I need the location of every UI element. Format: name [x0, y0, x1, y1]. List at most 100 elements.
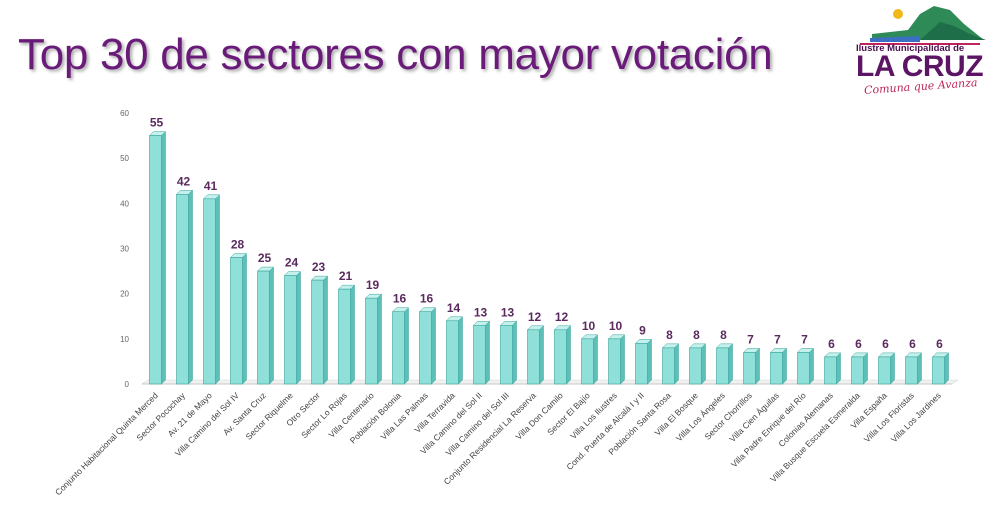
bar	[905, 356, 918, 385]
bar-value-label: 6	[828, 337, 835, 351]
bar	[608, 338, 621, 385]
bar-value-label: 42	[177, 174, 191, 188]
bar	[446, 320, 459, 385]
bar	[662, 347, 675, 385]
bar-value-label: 12	[528, 310, 542, 324]
bar	[257, 270, 270, 385]
logo-main-text: LA CRUZ	[856, 50, 984, 83]
category-label: Villa Las Palmas	[379, 390, 430, 441]
bar-value-label: 24	[285, 256, 299, 270]
bar-value-label: 10	[609, 319, 623, 333]
bar-value-label: 19	[366, 278, 380, 292]
bar	[149, 135, 162, 385]
bar	[203, 198, 216, 385]
bar	[716, 347, 729, 385]
bar-value-label: 16	[420, 292, 434, 306]
bar	[797, 352, 810, 385]
bar-value-label: 28	[231, 238, 245, 252]
bar	[932, 356, 945, 385]
bar-side	[539, 325, 544, 385]
bar-value-label: 9	[639, 323, 646, 337]
bar-side	[458, 316, 463, 385]
bar-side	[512, 320, 517, 385]
bar-value-label: 16	[393, 292, 407, 306]
logo-landscape-icon	[860, 6, 986, 45]
bar	[581, 338, 594, 385]
bar-side	[728, 343, 733, 385]
bar	[878, 356, 891, 385]
bar-side	[404, 307, 409, 385]
bar-side	[755, 347, 760, 385]
bar-side	[836, 352, 841, 385]
bar-side	[485, 320, 490, 385]
bar-side	[620, 334, 625, 385]
bar	[419, 311, 432, 385]
bar-side	[377, 293, 382, 385]
bar-value-label: 7	[801, 332, 808, 346]
bar-value-label: 6	[909, 337, 916, 351]
y-tick-label: 60	[120, 109, 129, 118]
bar-value-label: 8	[666, 328, 673, 342]
bar-value-label: 12	[555, 310, 569, 324]
bar-value-label: 55	[150, 116, 164, 130]
y-tick-label: 30	[120, 245, 129, 254]
category-label: Villa Los Ilustres	[568, 390, 619, 441]
municipal-logo: Ilustre Municipalidad de LA CRUZ Comuna …	[850, 0, 992, 110]
bar-value-label: 23	[312, 260, 326, 274]
bar	[284, 275, 297, 385]
bar-value-label: 10	[582, 319, 596, 333]
bar-side	[674, 343, 679, 385]
category-label: Conjunto Habitacional Quinta Merced	[53, 390, 160, 497]
bar-value-label: 14	[447, 301, 461, 315]
bar-value-label: 21	[339, 269, 353, 283]
bar	[635, 343, 648, 385]
bar	[311, 279, 324, 385]
bar-side	[323, 275, 328, 385]
bar-value-label: 7	[747, 332, 754, 346]
bar-value-label: 6	[855, 337, 862, 351]
bar	[365, 297, 378, 385]
bar-value-label: 13	[474, 305, 488, 319]
y-tick-label: 10	[120, 335, 129, 344]
bar	[824, 356, 837, 385]
bar	[500, 324, 513, 385]
bar	[743, 352, 756, 385]
bar-side	[431, 307, 436, 385]
bar-side	[782, 347, 787, 385]
bar-side	[350, 284, 355, 385]
bar-value-label: 8	[693, 328, 700, 342]
bar-side	[647, 338, 652, 385]
bar	[770, 352, 783, 385]
bar	[851, 356, 864, 385]
bar-side	[701, 343, 706, 385]
bar	[473, 324, 486, 385]
bar-value-label: 6	[936, 337, 943, 351]
bar-side	[269, 266, 274, 385]
bar-value-label: 6	[882, 337, 889, 351]
bar	[689, 347, 702, 385]
bar-side	[242, 252, 247, 385]
category-label: Villa Los Jardines	[889, 390, 943, 444]
bar-side	[161, 130, 166, 385]
bar	[176, 194, 189, 385]
bar-side	[890, 352, 895, 385]
bar-side	[566, 325, 571, 385]
bar-value-label: 41	[204, 179, 218, 193]
category-label: Sector Chorrillos	[702, 390, 753, 441]
bar-side	[944, 352, 949, 385]
logo-top-text: Ilustre Municipalidad de	[856, 43, 965, 54]
y-tick-label: 0	[125, 380, 130, 389]
bar-side	[863, 352, 868, 385]
category-label: Sector Riquelme	[243, 390, 295, 442]
bar-value-label: 25	[258, 251, 272, 265]
category-label: Villa Don Camilo	[514, 390, 566, 442]
bar-side	[215, 194, 220, 385]
bar-value-label: 13	[501, 305, 515, 319]
page-title: Top 30 de sectores con mayor votación	[18, 30, 773, 79]
y-tick-label: 20	[120, 290, 129, 299]
bar-side	[296, 270, 301, 385]
bar	[230, 257, 243, 385]
bar	[392, 311, 405, 385]
bar-side	[809, 347, 814, 385]
bar	[527, 329, 540, 385]
